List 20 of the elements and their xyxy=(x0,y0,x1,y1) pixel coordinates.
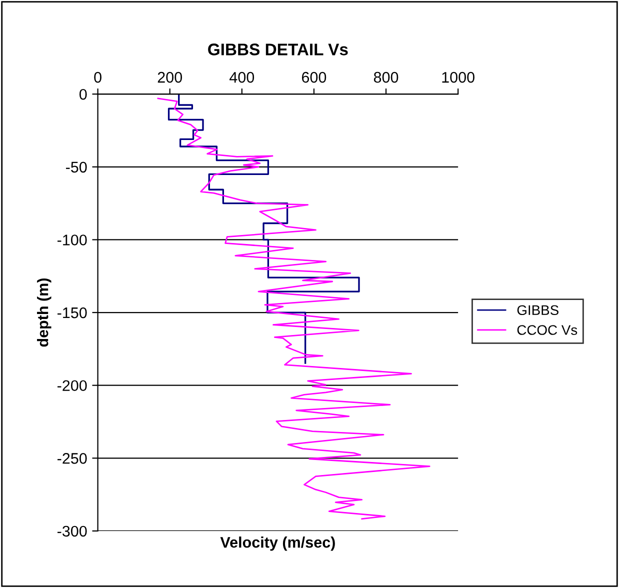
legend-label: GIBBS xyxy=(517,305,558,316)
y-tick-label: -300 xyxy=(57,526,87,537)
x-tick-label: 0 xyxy=(94,72,102,83)
x-tick-label: 600 xyxy=(302,72,326,83)
x-axis-title: Velocity (m/sec) xyxy=(220,536,335,551)
y-tick-label: -100 xyxy=(57,234,87,246)
x-tick-label: 400 xyxy=(230,72,254,83)
x-tick-label: 1000 xyxy=(442,72,474,83)
y-axis-title: depth (m) xyxy=(37,278,52,347)
line-series xyxy=(168,94,360,364)
x-tick-label: 800 xyxy=(374,72,398,83)
y-tick-label: -200 xyxy=(57,380,87,392)
y-tick-label: -50 xyxy=(66,162,87,173)
chart-title: GIBBS DETAIL Vs xyxy=(208,44,348,56)
y-tick-label: -250 xyxy=(57,453,87,464)
x-tick-label: 200 xyxy=(158,72,182,83)
y-tick-label: -150 xyxy=(57,307,87,318)
legend-label: CCOC Vs xyxy=(517,325,578,335)
line-series xyxy=(157,98,430,520)
y-tick-label: 0 xyxy=(79,88,87,100)
